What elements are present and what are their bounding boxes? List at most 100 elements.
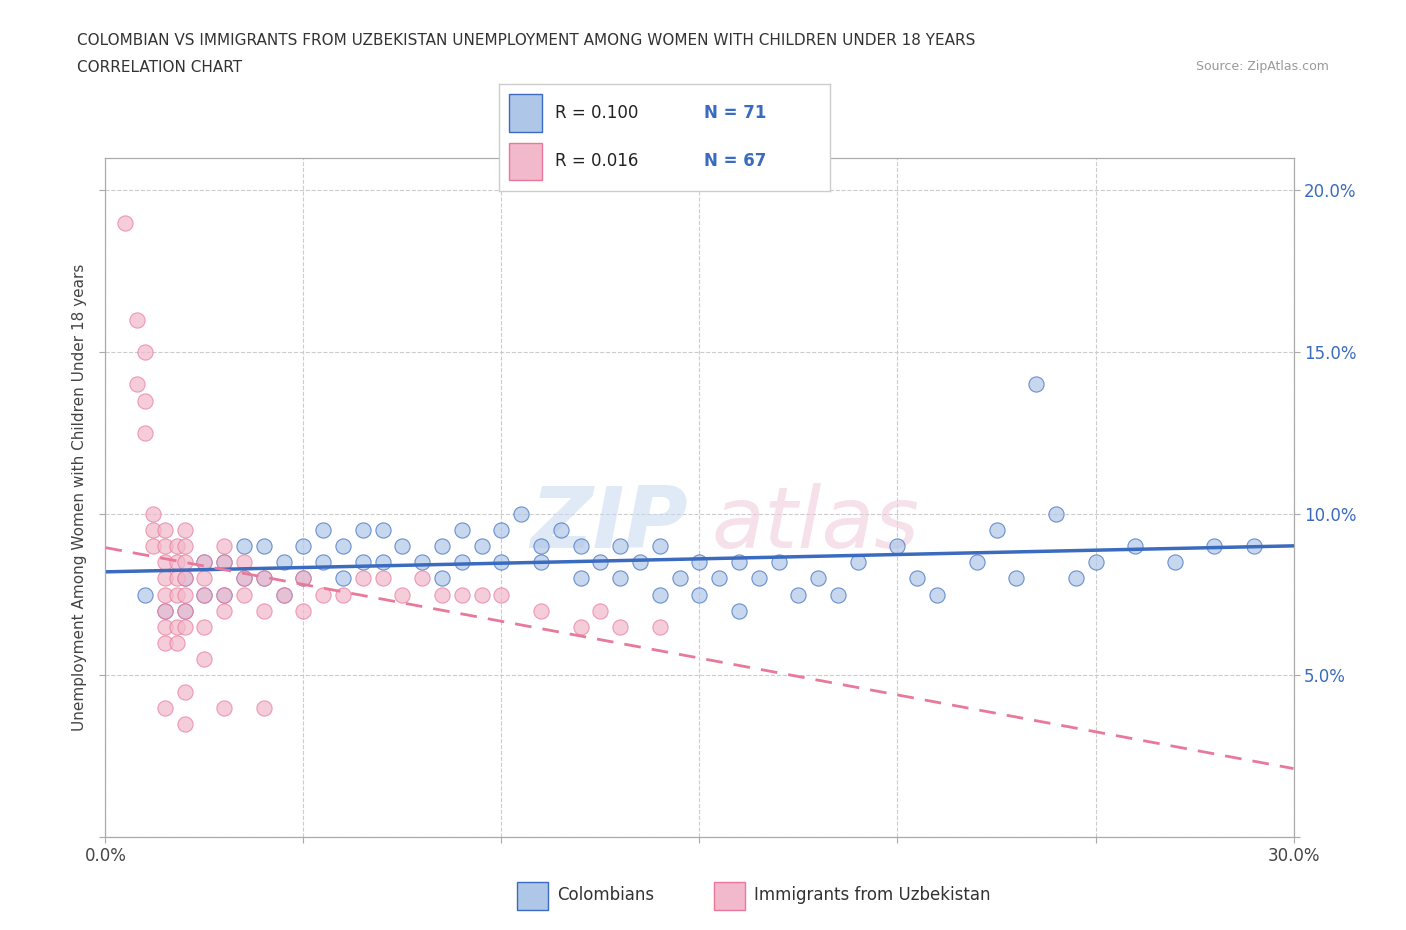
Point (450, 587, 472, 602)
Point (648, 587, 671, 602)
Point (173, 619, 195, 634)
Point (193, 555, 215, 570)
Point (127, 377, 149, 392)
Point (450, 555, 472, 570)
Point (530, 538, 553, 553)
Point (1084, 555, 1107, 570)
Bar (509, 142, 543, 180)
Point (214, 587, 236, 602)
Point (214, 604, 236, 618)
Point (332, 587, 354, 602)
Point (491, 555, 513, 570)
Point (689, 555, 711, 570)
Point (134, 393, 156, 408)
Point (371, 523, 394, 538)
Point (569, 571, 592, 586)
Point (292, 538, 315, 553)
Text: Immigrants from Uzbekistan: Immigrants from Uzbekistan (754, 885, 990, 904)
Point (153, 538, 176, 553)
Point (142, 538, 165, 553)
Point (648, 619, 671, 634)
Point (709, 571, 731, 586)
Point (530, 555, 553, 570)
Point (253, 604, 276, 618)
Point (1025, 377, 1047, 392)
Point (127, 312, 149, 327)
Point (134, 425, 156, 440)
Point (153, 604, 176, 618)
Point (609, 571, 631, 586)
Point (352, 523, 374, 538)
Point (173, 604, 195, 618)
Text: R = 0.100: R = 0.100 (555, 103, 638, 122)
Point (166, 635, 188, 650)
Point (142, 506, 165, 521)
Point (569, 538, 592, 553)
Point (193, 652, 215, 667)
Point (411, 571, 433, 586)
Point (173, 571, 195, 586)
Point (233, 571, 256, 586)
Point (550, 523, 572, 538)
Point (166, 538, 188, 553)
Point (153, 635, 176, 650)
Point (233, 587, 256, 602)
Text: atlas: atlas (711, 484, 920, 566)
Point (391, 587, 413, 602)
Point (193, 587, 215, 602)
Point (471, 538, 494, 553)
Point (173, 716, 195, 731)
Text: Colombians: Colombians (557, 885, 654, 904)
Point (648, 538, 671, 553)
Point (371, 571, 394, 586)
Point (510, 506, 533, 521)
Point (214, 555, 236, 570)
Point (1045, 506, 1067, 521)
Point (173, 523, 195, 538)
Text: R = 0.016: R = 0.016 (555, 152, 638, 169)
Point (134, 345, 156, 360)
Point (153, 700, 176, 715)
Point (292, 571, 315, 586)
Point (214, 700, 236, 715)
Text: N = 71: N = 71 (704, 103, 766, 122)
Point (352, 555, 374, 570)
Text: COLOMBIAN VS IMMIGRANTS FROM UZBEKISTAN UNEMPLOYMENT AMONG WOMEN WITH CHILDREN U: COLOMBIAN VS IMMIGRANTS FROM UZBEKISTAN … (77, 33, 976, 47)
Point (153, 571, 176, 586)
Point (925, 587, 948, 602)
Point (153, 523, 176, 538)
Point (142, 523, 165, 538)
Point (1064, 571, 1087, 586)
Point (233, 538, 256, 553)
Point (292, 604, 315, 618)
Point (589, 555, 612, 570)
Point (173, 555, 195, 570)
Point (728, 604, 751, 618)
Point (966, 555, 988, 570)
Point (193, 555, 215, 570)
Point (668, 571, 690, 586)
Point (173, 571, 195, 586)
Point (371, 555, 394, 570)
Point (193, 571, 215, 586)
Point (807, 571, 830, 586)
Point (292, 571, 315, 586)
Point (689, 587, 711, 602)
Point (253, 571, 276, 586)
Point (312, 555, 335, 570)
Point (153, 604, 176, 618)
Point (728, 555, 751, 570)
Point (253, 700, 276, 715)
Point (1204, 538, 1226, 553)
Point (114, 216, 136, 231)
Point (233, 555, 256, 570)
Point (153, 587, 176, 602)
Point (166, 571, 188, 586)
Point (430, 538, 453, 553)
Y-axis label: Unemployment Among Women with Children Under 18 years: Unemployment Among Women with Children U… (72, 264, 87, 731)
Point (173, 604, 195, 618)
Point (214, 587, 236, 602)
Point (748, 571, 770, 586)
Point (1164, 555, 1187, 570)
Point (1005, 571, 1028, 586)
